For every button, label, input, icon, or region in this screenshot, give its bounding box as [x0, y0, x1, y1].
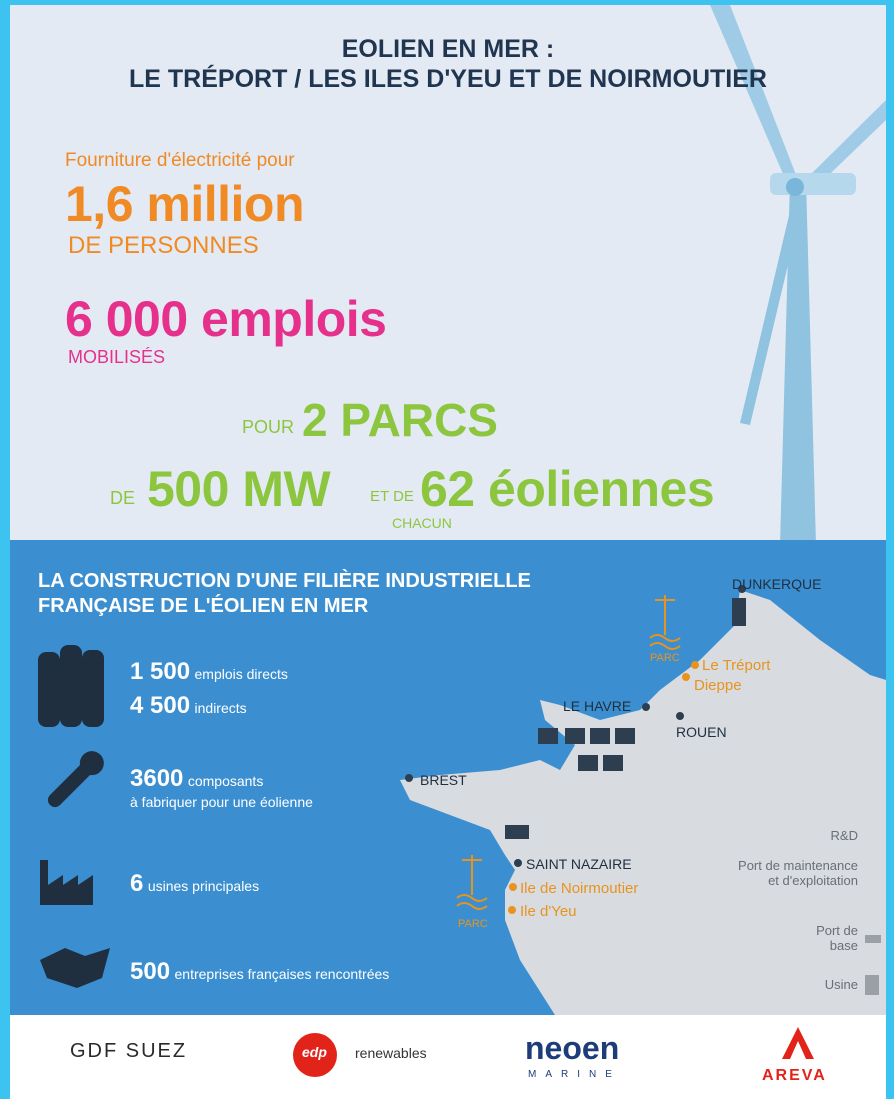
- legend-item: Port de maintenance et d'exploitation: [738, 858, 858, 888]
- logo: edp: [302, 1044, 327, 1060]
- place: ROUEN: [676, 724, 727, 740]
- logo: neoen: [525, 1030, 620, 1066]
- section-title: LA CONSTRUCTION D'UNE FILIÈRE INDUSTRIEL…: [38, 570, 531, 592]
- stat-value: 3600: [130, 765, 184, 792]
- sea-panel: LA CONSTRUCTION D'UNE FILIÈRE INDUSTRIEL…: [10, 540, 886, 1015]
- stat-value: 4 500: [130, 692, 191, 719]
- logo: renewables: [355, 1045, 427, 1061]
- logo-mark: [293, 1033, 337, 1077]
- title-line: EOLIEN EN MER :: [341, 35, 555, 63]
- stat-row: 1 500 emplois directs: [130, 658, 288, 686]
- site: Dieppe: [694, 677, 742, 694]
- title-line: LE TRÉPORT / LES ILES D'YEU ET DE NOIRMO…: [129, 65, 767, 93]
- turbine: [710, 5, 886, 545]
- stat-label: indirects: [194, 700, 247, 716]
- logo: GDF SUEZ: [70, 1040, 188, 1062]
- supply-value: 1,6 million: [65, 176, 305, 232]
- place: BREST: [420, 772, 467, 788]
- parks-power: 500 MW: [147, 461, 331, 517]
- supply-intro: Fourniture d'électricité pour: [65, 150, 295, 171]
- stat-value: 6: [130, 870, 144, 897]
- jobs-unit: MOBILISÉS: [68, 347, 166, 367]
- supply-unit: DE PERSONNES: [68, 232, 259, 259]
- logo: AREVA: [762, 1067, 827, 1084]
- site: Le Tréport: [702, 657, 771, 674]
- logo-mark: [782, 1027, 814, 1059]
- stat-row: 6 usines principales: [130, 870, 259, 898]
- stat-label: usines principales: [147, 878, 260, 894]
- stat-row: 3600 composants: [130, 765, 263, 793]
- jobs-value: 6 000 emplois: [65, 291, 387, 347]
- legend-item: Port de base: [816, 923, 858, 953]
- logo: MARINE: [528, 1069, 621, 1080]
- section-title: FRANÇAISE DE L'ÉOLIEN EN MER: [38, 595, 369, 617]
- stat-label: emplois directs: [194, 666, 288, 682]
- stat-label: entreprises françaises rencontrées: [174, 966, 390, 982]
- stat-value: 1 500: [130, 658, 191, 685]
- stat-value: 500: [130, 958, 171, 985]
- parks-de: DE: [110, 488, 136, 508]
- legend-item: R&D: [830, 828, 858, 843]
- stat-row: 4 500 indirects: [130, 692, 247, 720]
- stat-label: composants: [187, 773, 264, 789]
- park-label: PARC: [650, 652, 680, 664]
- stat-sub: à fabriquer pour une éolienne: [130, 794, 313, 810]
- place: DUNKERQUE: [732, 576, 822, 592]
- top-panel: EOLIEN EN MER : LE TRÉPORT / LES ILES D'…: [10, 5, 886, 545]
- place: LE HAVRE: [563, 698, 632, 714]
- logo-strip: GDF SUEZ edp renewables neoen MARINE ARE…: [10, 1015, 886, 1099]
- site: Ile de Noirmoutier: [520, 880, 639, 897]
- parks-pour: POUR: [242, 417, 295, 437]
- legend-item: Usine: [824, 977, 858, 992]
- place: SAINT NAZAIRE: [526, 856, 632, 872]
- parks-etde: ET DE: [370, 488, 414, 505]
- parks-chacun: CHACUN: [392, 515, 452, 531]
- park-label: PARC: [458, 918, 488, 930]
- map: [38, 585, 886, 1015]
- site: Ile d'Yeu: [520, 903, 577, 920]
- stat-row: 500 entreprises françaises rencontrées: [130, 958, 389, 986]
- parks-count: 2 PARCS: [302, 394, 498, 446]
- parks-turbines: 62 éoliennes: [420, 461, 715, 517]
